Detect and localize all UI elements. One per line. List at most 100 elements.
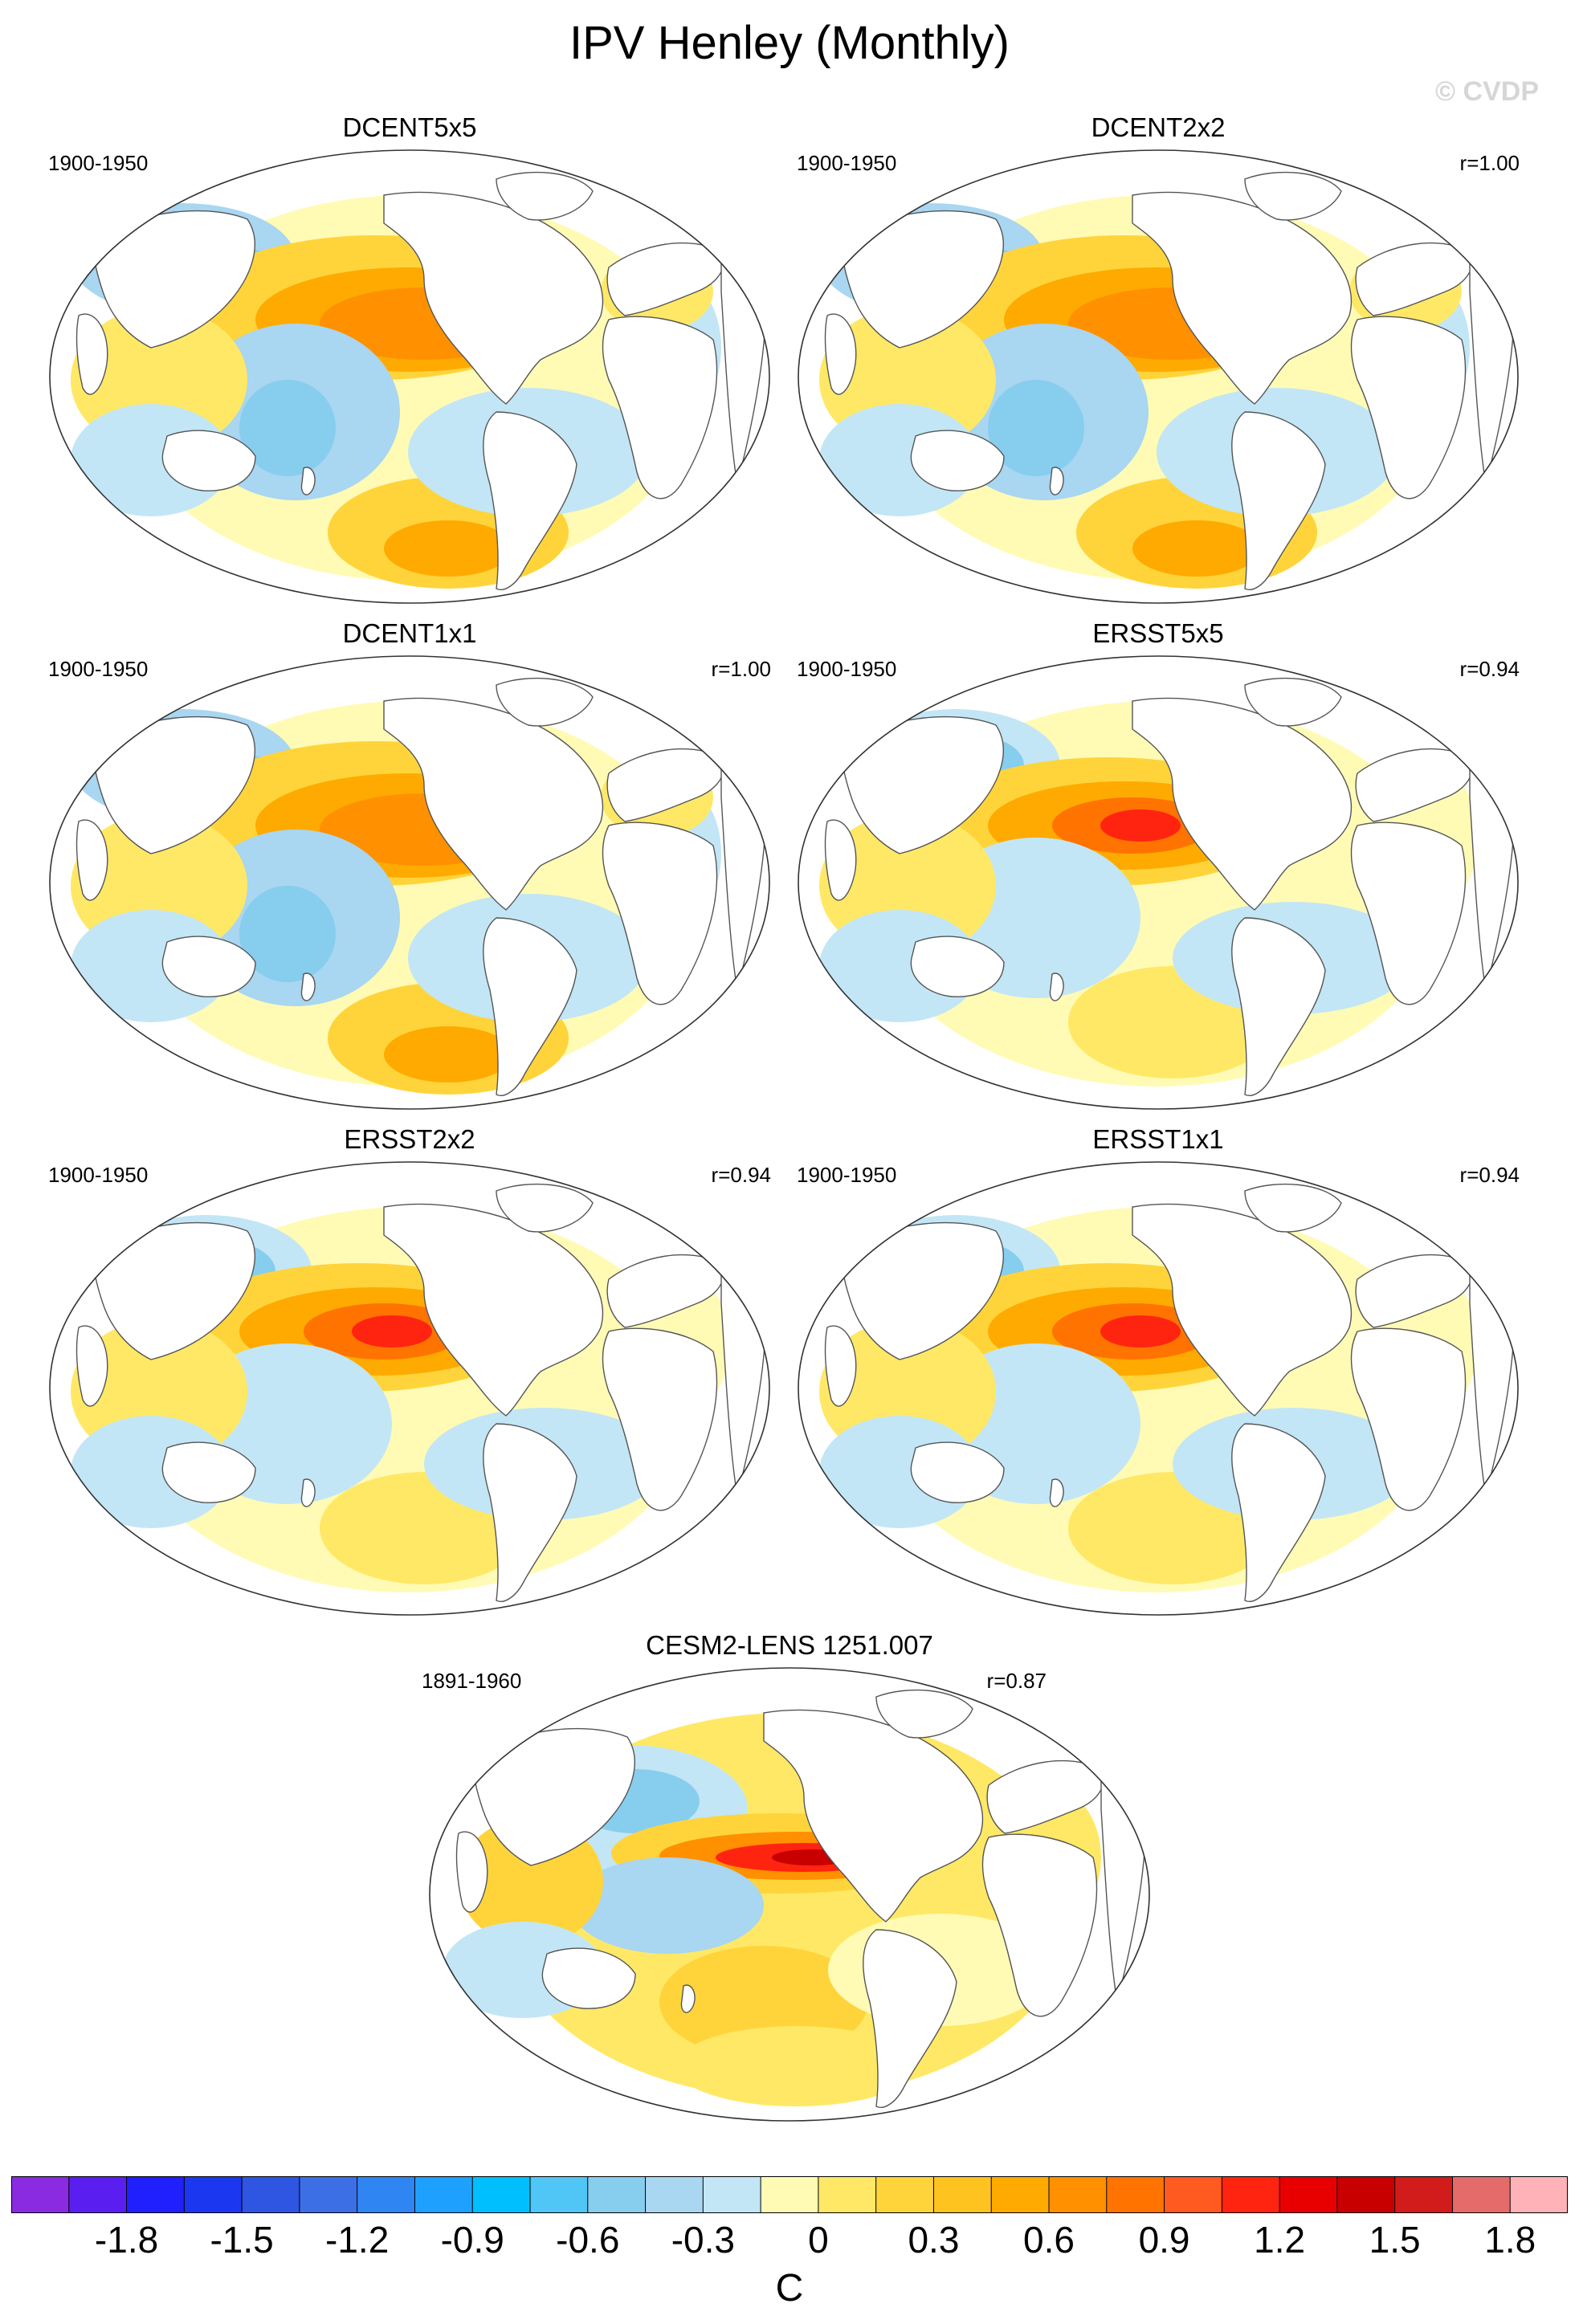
land-mass bbox=[383, 191, 604, 405]
land-mass bbox=[472, 1727, 635, 1866]
land-mass bbox=[161, 936, 256, 997]
colorbar-swatch bbox=[126, 2176, 185, 2213]
land-mass bbox=[1355, 748, 1473, 822]
colorbar-swatch bbox=[1510, 2176, 1568, 2213]
land-mass bbox=[483, 917, 577, 1096]
land-mass bbox=[541, 1947, 636, 2009]
colorbar-swatch bbox=[299, 2176, 358, 2213]
anomaly-field bbox=[798, 1162, 1518, 1615]
colorbar-swatch bbox=[530, 2176, 589, 2213]
land-mass bbox=[824, 313, 857, 395]
anomaly-map bbox=[798, 1161, 1519, 1616]
colorbar-tick-label: 1.8 bbox=[1484, 2219, 1536, 2261]
colorbar-swatch bbox=[933, 2176, 992, 2213]
map-boundary bbox=[429, 1667, 1150, 2122]
land-mass bbox=[483, 1423, 577, 1602]
map-panel-ersst5x5: ERSST5x5 1900-1950 r=0.94 bbox=[795, 618, 1521, 1115]
panel-title: DCENT1x1 bbox=[342, 618, 477, 648]
map-panel-cesm2-lens: CESM2-LENS 1251.007 1891-1960 r=0.87 bbox=[420, 1630, 1159, 2144]
land-mass bbox=[383, 697, 604, 911]
colorbar-units: C bbox=[775, 2267, 804, 2310]
anomaly-contour bbox=[1100, 1315, 1181, 1348]
land-mass bbox=[910, 936, 1005, 997]
anomaly-map bbox=[798, 655, 1519, 1110]
anomaly-contour bbox=[239, 886, 336, 982]
colorbar-tick-label: -0.9 bbox=[440, 2219, 504, 2261]
land-mass bbox=[606, 1254, 724, 1328]
colorbar-tick-label: -0.6 bbox=[556, 2219, 620, 2261]
land-mass bbox=[1350, 822, 1467, 1005]
colorbar-tick-label: 0 bbox=[808, 2219, 829, 2261]
land-mass bbox=[496, 171, 594, 221]
panel-period: 1900-1950 bbox=[797, 657, 897, 681]
land-mass bbox=[455, 1831, 488, 1913]
colorbar-swatch bbox=[875, 2176, 934, 2213]
anomaly-map bbox=[49, 655, 770, 1110]
panel-correlation: r=0.94 bbox=[1459, 1163, 1520, 1187]
colorbar-swatch bbox=[818, 2176, 877, 2213]
land-mass bbox=[602, 1327, 718, 1511]
panel-correlation: r=1.00 bbox=[711, 657, 771, 681]
panel-correlation: r=0.94 bbox=[711, 1163, 771, 1187]
colorbar-tick-label: 1.5 bbox=[1369, 2219, 1421, 2261]
anomaly-contour bbox=[1132, 520, 1261, 577]
land-mass bbox=[841, 1221, 1004, 1360]
land-mass bbox=[606, 242, 724, 316]
land-mass bbox=[863, 1929, 957, 2108]
panel-period: 1900-1950 bbox=[797, 151, 897, 175]
colorbar-swatch bbox=[1106, 2176, 1165, 2213]
colorbar-swatch bbox=[1049, 2176, 1108, 2213]
land-mass bbox=[1244, 171, 1342, 221]
anomaly-field bbox=[50, 656, 769, 1109]
colorbar-tick-label: 1.2 bbox=[1254, 2219, 1306, 2261]
land-mass bbox=[602, 822, 718, 1005]
panel-correlation: r=1.00 bbox=[1459, 151, 1520, 175]
land-mass bbox=[300, 972, 316, 1001]
colorbar-swatch bbox=[587, 2176, 647, 2213]
colorbar-swatch bbox=[242, 2176, 300, 2213]
land-mass bbox=[300, 1478, 316, 1507]
colorbar-swatch bbox=[645, 2176, 704, 2213]
land-mass bbox=[910, 1441, 1005, 1503]
colorbar-tick-label: 0.9 bbox=[1138, 2219, 1190, 2261]
land-mass bbox=[606, 748, 724, 822]
map-boundary bbox=[49, 149, 770, 604]
colorbar-tick-label: -0.3 bbox=[671, 2219, 735, 2261]
land-mass bbox=[1132, 191, 1353, 405]
land-mass bbox=[1231, 1423, 1326, 1602]
colorbar-swatch bbox=[184, 2176, 243, 2213]
land-mass bbox=[161, 430, 256, 491]
map-panel-ersst2x2: ERSST2x2 1900-1950 r=0.94 bbox=[47, 1124, 773, 1621]
anomaly-map bbox=[49, 149, 770, 604]
panel-period: 1900-1950 bbox=[48, 1163, 149, 1187]
land-mass bbox=[824, 819, 857, 901]
land-mass bbox=[92, 716, 255, 854]
colorbar-tick-label: 0.6 bbox=[1023, 2219, 1075, 2261]
colorbar-tick-label: -1.5 bbox=[210, 2219, 274, 2261]
colorbar-swatch bbox=[991, 2176, 1050, 2213]
colorbar-swatch bbox=[761, 2176, 819, 2213]
land-mass bbox=[300, 467, 316, 495]
land-mass bbox=[602, 316, 718, 499]
colorbar-swatch bbox=[68, 2176, 128, 2213]
colorbar-frame bbox=[11, 2176, 1568, 2213]
map-boundary bbox=[798, 1161, 1519, 1616]
anomaly-map bbox=[429, 1667, 1150, 2122]
land-mass bbox=[841, 716, 1004, 854]
land-mass bbox=[1049, 467, 1064, 495]
colorbar-swatch bbox=[1222, 2176, 1280, 2213]
map-panel-dcent5x5: DCENT5x5 1900-1950 bbox=[47, 112, 773, 609]
colorbar-swatch bbox=[1279, 2176, 1338, 2213]
colorbar-swatch bbox=[357, 2176, 415, 2213]
anomaly-field bbox=[798, 656, 1518, 1109]
anomaly-contour bbox=[988, 380, 1084, 476]
anomaly-contour bbox=[239, 380, 336, 476]
land-mass bbox=[1350, 1327, 1467, 1511]
land-mass bbox=[981, 1833, 1098, 2017]
land-mass bbox=[1355, 242, 1473, 316]
land-mass bbox=[75, 819, 108, 901]
anomaly-contour bbox=[571, 1857, 764, 1954]
map-panel-ersst1x1: ERSST1x1 1900-1950 r=0.94 bbox=[795, 1124, 1521, 1621]
land-mass bbox=[680, 1984, 696, 2013]
land-mass bbox=[1049, 972, 1064, 1001]
